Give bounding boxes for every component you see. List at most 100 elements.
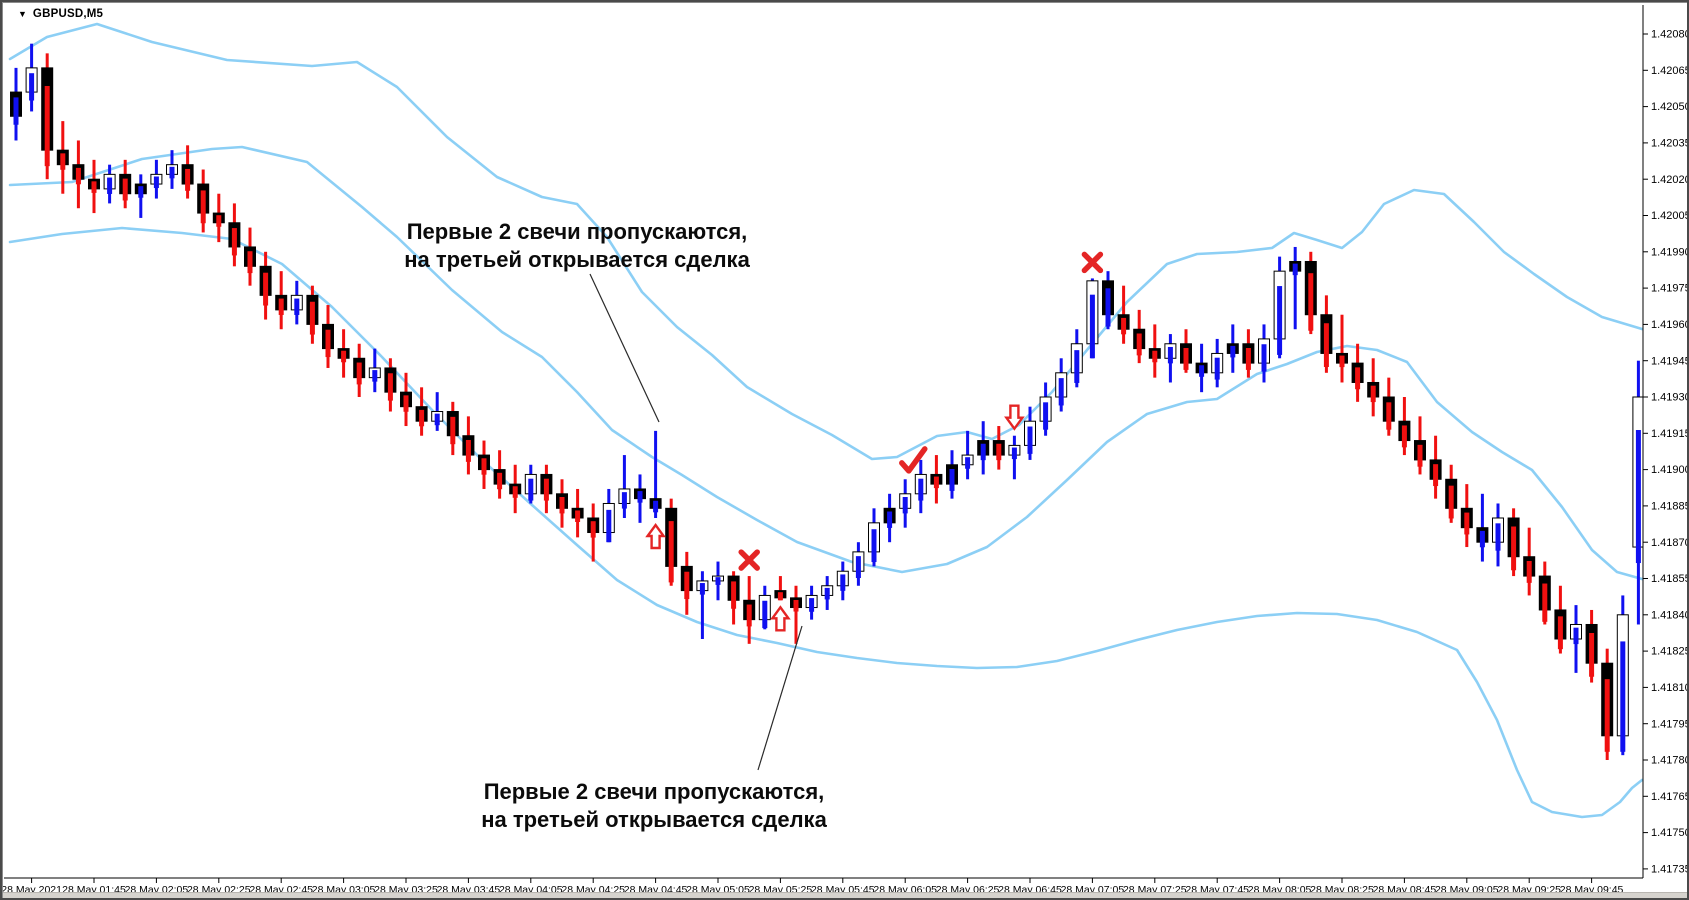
candle-inner-bar	[44, 85, 50, 167]
candle-inner-bar	[528, 478, 534, 501]
price-tick-label: 1.41900	[1651, 464, 1689, 476]
candle-inner-bar	[1589, 632, 1595, 677]
price-tick-label: 1.42020	[1651, 174, 1689, 186]
candle-wick	[700, 571, 704, 639]
candle-inner-bar	[13, 97, 19, 125]
candle-inner-bar	[91, 181, 97, 193]
candle-inner-bar	[263, 272, 269, 306]
candle-inner-bar	[793, 599, 799, 612]
candle-wick	[1293, 246, 1297, 330]
price-tick-label: 1.42065	[1651, 65, 1689, 77]
candle-inner-bar	[122, 178, 128, 201]
candle-wick	[654, 430, 658, 518]
candle-inner-bar	[1199, 365, 1205, 377]
candle-inner-bar	[777, 592, 783, 601]
candle-inner-bar	[138, 186, 144, 198]
cross-icon	[1081, 251, 1104, 274]
candle-inner-bar	[1027, 426, 1033, 454]
candle-inner-bar	[294, 298, 300, 315]
candle-inner-bar	[278, 298, 284, 315]
candle-inner-bar	[1464, 512, 1470, 535]
price-tick-label: 1.42080	[1651, 29, 1689, 41]
candle-inner-bar	[200, 190, 206, 224]
candle-inner-bar	[590, 521, 596, 538]
price-tick-label: 1.42035	[1651, 138, 1689, 150]
price-tick-label: 1.41960	[1651, 319, 1689, 331]
candle-inner-bar	[60, 153, 66, 170]
price-tick-label: 1.41945	[1651, 355, 1689, 367]
candle-inner-bar	[559, 496, 565, 514]
price-tick-label: 1.41765	[1651, 791, 1689, 803]
candle-inner-bar	[1011, 447, 1017, 460]
candle-inner-bar	[731, 581, 737, 609]
arrow-up-icon	[770, 605, 791, 632]
candle-inner-bar	[481, 458, 487, 475]
annotation-callout-2: Первые 2 свечи пропускаются, на третьей …	[481, 778, 827, 834]
candle-inner-bar	[809, 598, 815, 612]
annotation-line: на третьей открывается сделка	[481, 807, 827, 832]
candle-wick	[622, 455, 626, 518]
candle-inner-bar	[434, 413, 440, 426]
candle-inner-bar	[949, 469, 955, 491]
candle-inner-bar	[871, 529, 877, 563]
candle-inner-bar	[543, 478, 549, 501]
candle-inner-bar	[231, 228, 237, 256]
candle-inner-bar	[1620, 641, 1626, 752]
candle-inner-bar	[1136, 333, 1142, 356]
candle-inner-bar	[621, 492, 627, 509]
annotation-pointer-line	[757, 625, 803, 771]
candle-inner-bar	[216, 215, 222, 227]
price-tick-label: 1.41930	[1651, 392, 1689, 404]
candle-inner-bar	[918, 478, 924, 501]
candle-inner-bar	[1058, 378, 1064, 406]
candle-inner-bar	[606, 509, 612, 543]
bollinger-lower-band	[8, 226, 1643, 819]
price-tick-label: 1.41975	[1651, 283, 1689, 295]
candle-inner-bar	[403, 395, 409, 412]
candle-inner-bar	[699, 583, 705, 595]
candle-inner-bar	[1074, 350, 1080, 383]
price-tick-label: 1.41795	[1651, 718, 1689, 730]
candle-inner-bar	[575, 510, 581, 522]
candle-inner-bar	[1448, 485, 1454, 519]
candle-inner-bar	[169, 166, 175, 179]
candle-inner-bar	[341, 350, 347, 363]
candle-inner-bar	[1245, 348, 1251, 370]
candle-inner-bar	[153, 176, 159, 189]
price-tick-label: 1.42005	[1651, 210, 1689, 222]
candle-inner-bar	[1292, 263, 1298, 276]
candle-inner-bar	[1308, 273, 1314, 331]
candle-inner-bar	[1261, 344, 1267, 372]
candle-inner-bar	[450, 416, 456, 445]
symbol-selector[interactable]: ▼ GBPUSD,M5	[18, 8, 103, 20]
candle-inner-bar	[1355, 367, 1361, 390]
arrow-down-icon	[1004, 404, 1025, 431]
candle-wick	[778, 576, 782, 601]
candle-inner-bar	[855, 556, 861, 579]
candle-inner-bar	[75, 167, 81, 185]
plot-area	[8, 22, 1643, 819]
candle-inner-bar	[1230, 345, 1236, 358]
candle-inner-bar	[902, 496, 908, 514]
candle-inner-bar	[29, 73, 35, 101]
candle-inner-bar	[1089, 294, 1095, 359]
candle-inner-bar	[824, 587, 830, 600]
candle-inner-bar	[1573, 627, 1579, 645]
candle-inner-bar	[887, 511, 893, 528]
candle-inner-bar	[980, 443, 986, 461]
candle-inner-bar	[1043, 402, 1049, 430]
candle-inner-bar	[497, 472, 503, 490]
price-tick-label: 1.41825	[1651, 646, 1689, 658]
price-tick-label: 1.41990	[1651, 246, 1689, 258]
candle-wick	[1340, 314, 1344, 383]
candle-wick	[794, 585, 798, 644]
price-tick-label: 1.41750	[1651, 827, 1689, 839]
candle-inner-bar	[309, 301, 315, 335]
annotation-line: на третьей открывается сделка	[404, 247, 750, 272]
candle-inner-bar	[996, 443, 1002, 461]
candle-inner-bar	[840, 574, 846, 591]
candle-inner-bar	[1417, 444, 1423, 467]
annotation-pointer-line	[589, 273, 660, 423]
candle-inner-bar	[1183, 348, 1189, 370]
